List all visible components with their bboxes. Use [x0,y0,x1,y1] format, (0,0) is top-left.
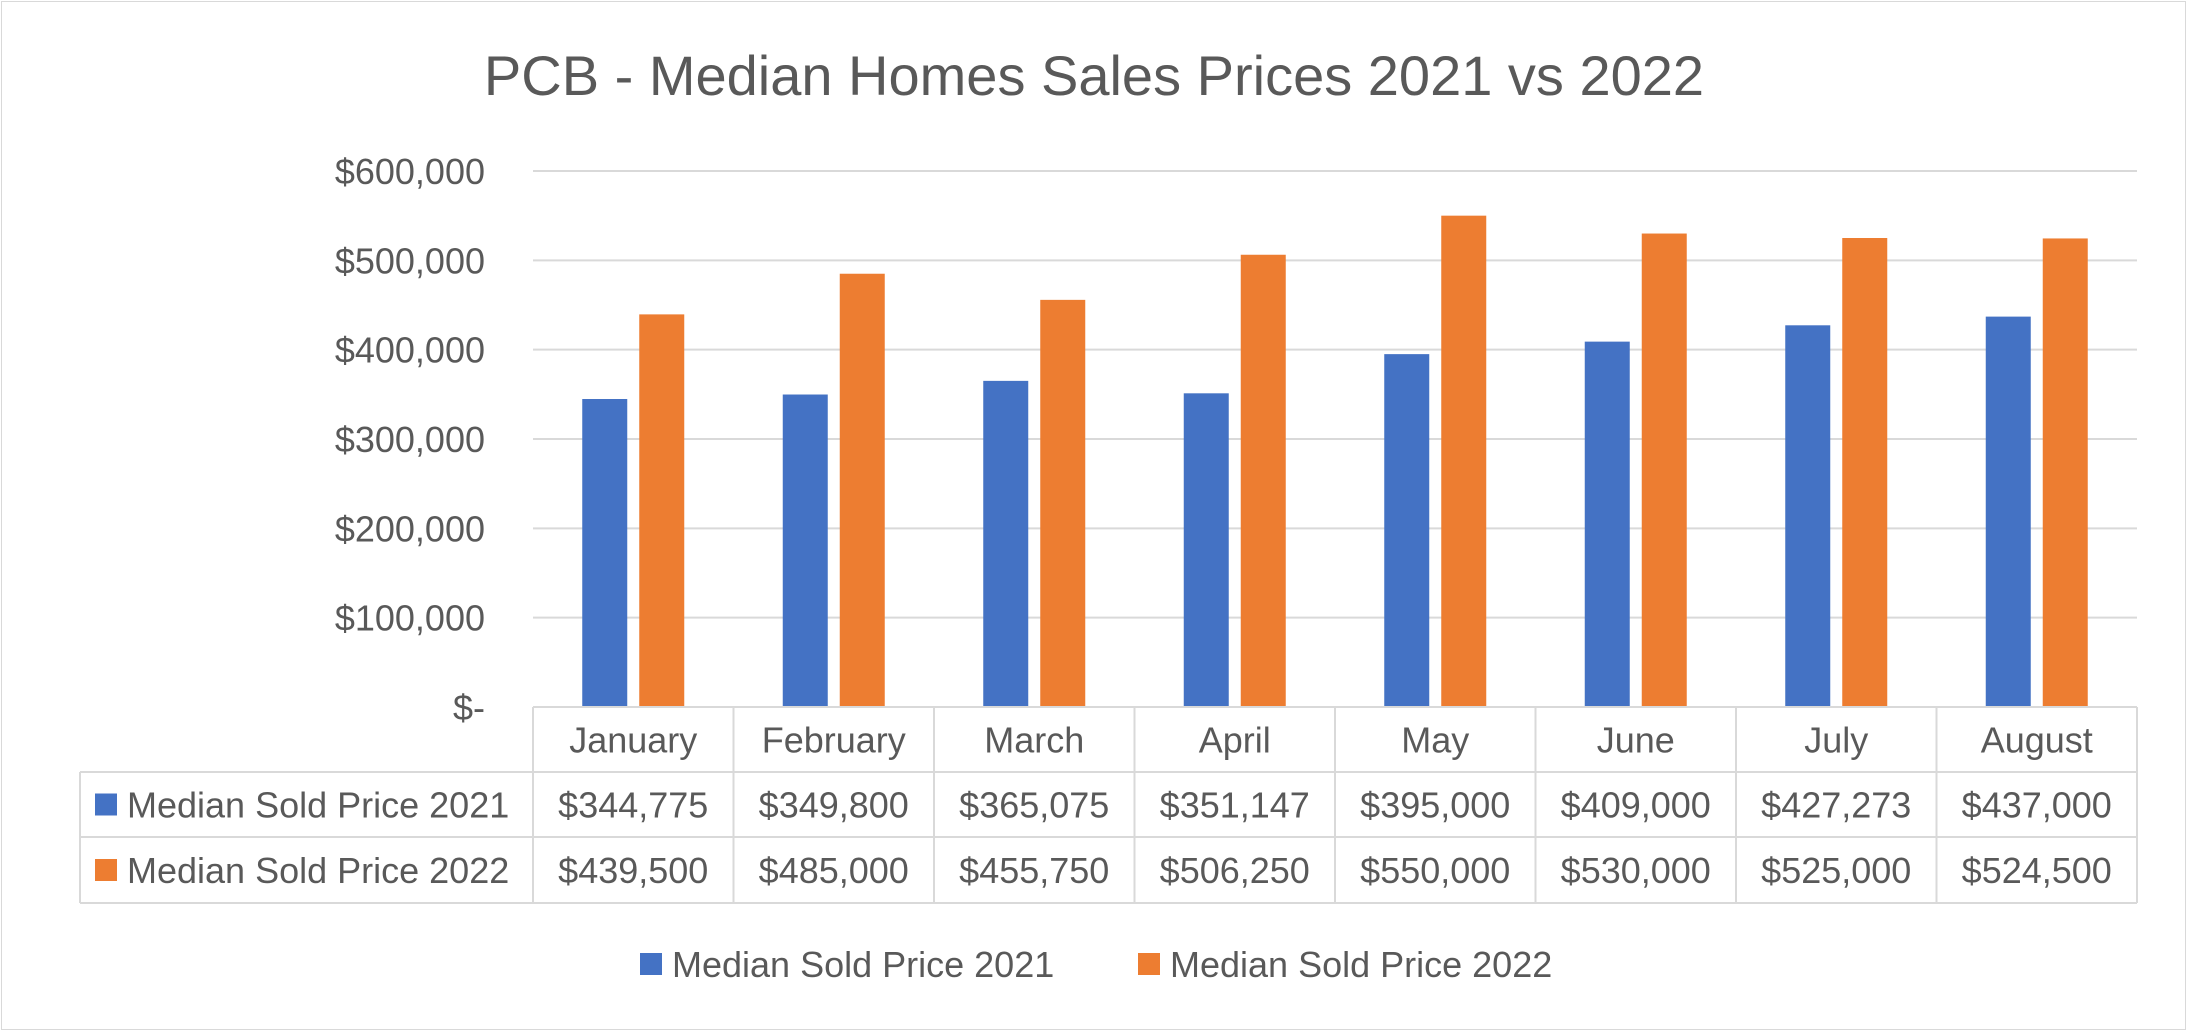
data-label: $395,000 [1360,785,1510,826]
bar [1183,393,1229,707]
bar [1240,254,1286,707]
bar [1441,215,1487,707]
bar [983,380,1029,707]
bar [782,394,828,707]
bar [639,314,685,707]
bar [1785,325,1831,707]
x-tick-label: February [762,720,906,761]
data-label: $427,273 [1761,785,1911,826]
bar [1641,233,1687,708]
data-label: $455,750 [959,850,1109,891]
y-tick-label: $400,000 [335,330,485,371]
data-label: $439,500 [558,850,708,891]
x-tick-label: July [1804,720,1868,761]
bar [582,399,628,707]
y-tick-label: $600,000 [335,151,485,192]
y-tick-label: $500,000 [335,240,485,281]
x-tick-label: January [569,720,697,761]
data-label: $437,000 [1962,785,2112,826]
data-label: $351,147 [1160,785,1310,826]
bar [1842,238,1888,707]
x-tick-label: June [1597,720,1675,761]
chart-title: PCB - Median Homes Sales Prices 2021 vs … [484,44,1704,107]
x-tick-label: May [1401,720,1469,761]
data-label: $485,000 [759,850,909,891]
bar [1040,299,1086,707]
y-tick-label: $- [453,687,485,728]
legend: Median Sold Price 2021 Median Sold Price … [640,944,1552,985]
data-label: $550,000 [1360,850,1510,891]
data-label: $524,500 [1962,850,2112,891]
gridlines [533,170,2137,619]
bar [839,273,885,707]
y-tick-label: $200,000 [335,508,485,549]
table-series-name: Median Sold Price 2021 [127,785,509,826]
data-label: $365,075 [959,785,1109,826]
bar [2042,238,2088,708]
y-tick-label: $100,000 [335,598,485,639]
bar [1584,341,1630,707]
data-label: $344,775 [558,785,708,826]
data-label: $506,250 [1160,850,1310,891]
table-series-name: Median Sold Price 2022 [127,850,509,891]
x-tick-label: August [1981,720,2093,761]
x-tick-label: April [1199,720,1271,761]
table-legend-key [95,793,117,816]
x-tick-label: March [984,720,1084,761]
legend-label: Median Sold Price 2022 [1170,944,1552,985]
y-axis: $- $100,000 $200,000 $300,000 $400,000 $500,0… [335,151,485,728]
bar [1985,316,2031,707]
data-label: $409,000 [1561,785,1711,826]
data-label: $349,800 [759,785,909,826]
legend-marker [640,953,662,975]
legend-marker [1138,953,1160,975]
data-table: January February March April May June July Augu… [79,706,2138,904]
y-tick-label: $300,000 [335,419,485,460]
bar [1384,354,1430,707]
bars [582,215,2088,708]
legend-label: Median Sold Price 2021 [672,944,1054,985]
data-label: $530,000 [1561,850,1711,891]
data-label: $525,000 [1761,850,1911,891]
table-legend-key [95,859,117,881]
